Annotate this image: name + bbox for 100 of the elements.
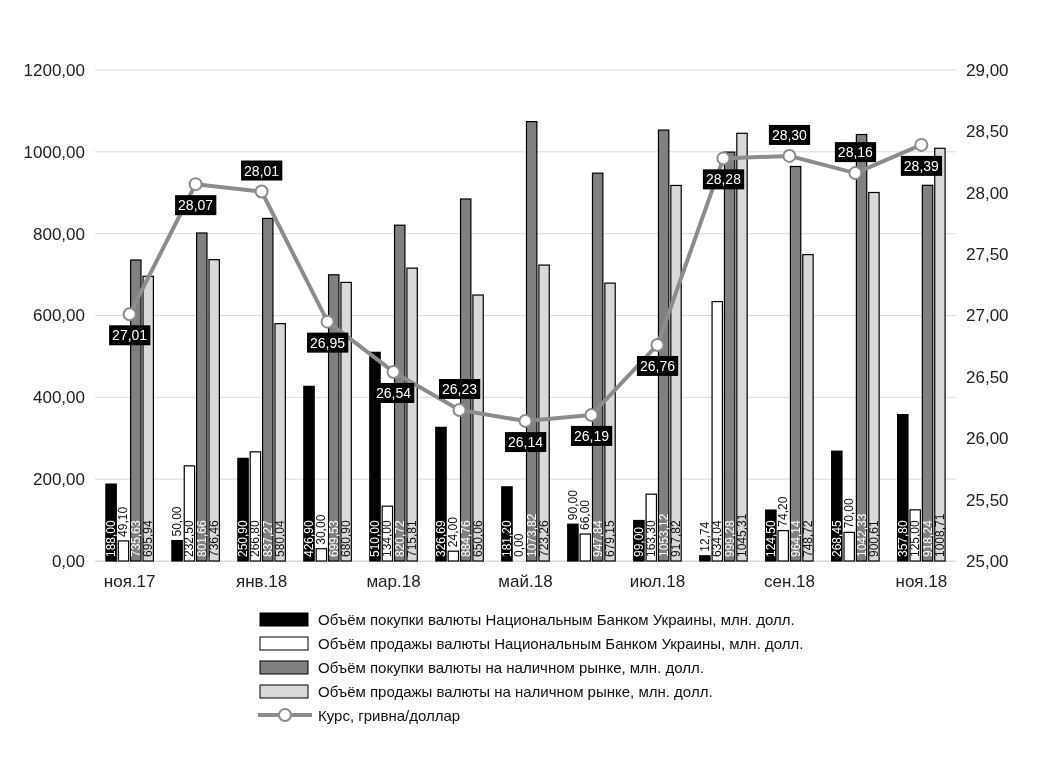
data-label: 801,66: [194, 519, 209, 557]
data-label: 28,28: [705, 171, 742, 188]
y-tick-label: 400,00: [33, 388, 85, 408]
data-label: 634,04: [710, 519, 725, 557]
data-label: 26,54: [376, 384, 412, 401]
data-label: 964,14: [788, 519, 803, 557]
data-label: 28,01: [244, 162, 280, 179]
x-tick-label: мар.18: [366, 572, 421, 592]
data-label: 1045,31: [734, 513, 749, 557]
x-tick-label: янв.18: [235, 572, 288, 592]
legend-label: Объём продажы валюты Национальным Банком Украины, млн. долл.: [318, 635, 804, 652]
data-label: 12,74: [697, 521, 712, 552]
data-label: 947,84: [590, 519, 605, 557]
data-label: 134,00: [380, 519, 395, 557]
data-label: 26,19: [573, 427, 610, 444]
data-label: 28,30: [771, 126, 808, 143]
data-label: 679,15: [603, 519, 618, 557]
data-label: 74,20: [776, 496, 791, 527]
y2-tick-label: 26,50: [966, 367, 1009, 387]
data-label: 723,26: [537, 519, 552, 557]
y2-tick-label: 26,00: [966, 429, 1009, 449]
point: [914, 137, 929, 152]
data-label: 695,94: [141, 519, 156, 557]
data-label: 70,00: [842, 498, 857, 529]
point: [122, 307, 137, 322]
legend-label: Курс, гривна/доллар: [318, 707, 461, 724]
x-tick-label: июл.18: [629, 572, 686, 592]
x-tick-label: май.18: [498, 572, 553, 592]
legend-label: Объём покупки валюты Национальным Банком Украины, млн. долл.: [318, 611, 795, 628]
data-label: 736,46: [207, 519, 222, 557]
data-label: 90,00: [565, 489, 580, 521]
point: [320, 314, 335, 329]
data-label: 49,10: [116, 506, 131, 537]
data-label: 735,63: [128, 519, 143, 557]
y-tick-label: 1200,00: [23, 60, 85, 80]
point: [782, 148, 797, 163]
data-label: 125,00: [908, 519, 923, 557]
data-label: 715,81: [405, 519, 420, 557]
data-label: 28,39: [903, 157, 940, 174]
data-label: 30,00: [314, 514, 329, 545]
x-tick-label: ноя.17: [103, 572, 156, 592]
y-tick-label: 800,00: [33, 224, 85, 244]
data-label: 232,50: [182, 519, 197, 557]
data-label: 26,76: [639, 357, 676, 374]
y2-tick-label: 28,00: [966, 183, 1009, 203]
data-label: 163,30: [644, 519, 659, 557]
data-label: 1053,12: [656, 513, 671, 557]
data-label: 510,00: [367, 519, 382, 557]
data-label: 0,00: [512, 533, 527, 557]
data-label: 27,01: [112, 327, 148, 344]
y2-tick-label: 25,50: [966, 490, 1009, 510]
data-label: 266,80: [248, 519, 263, 557]
y-tick-label: 1000,00: [23, 142, 85, 162]
data-label: 26,14: [507, 434, 544, 451]
y2-tick-label: 28,50: [966, 122, 1009, 142]
x-tick-label: сен.18: [763, 572, 815, 592]
data-label: 1073,82: [524, 513, 539, 557]
data-label: 50,00: [170, 506, 185, 537]
data-label: 99,00: [631, 526, 646, 557]
y2-tick-label: 29,00: [966, 60, 1009, 80]
point: [716, 151, 731, 166]
data-label: 884,76: [458, 519, 473, 557]
y2-tick-label: 27,50: [966, 245, 1009, 265]
data-label: 426,90: [302, 519, 317, 557]
point: [518, 414, 533, 429]
data-label: 1042,33: [854, 513, 869, 557]
point: [386, 364, 401, 379]
data-label: 748,72: [800, 519, 815, 557]
y2-tick-label: 25,00: [966, 551, 1009, 571]
data-label: 917,82: [669, 519, 684, 557]
data-label: 24,00: [446, 516, 461, 548]
data-label: 580,04: [273, 519, 288, 557]
data-label: 26,23: [442, 381, 478, 398]
x-tick-label: ноя.18: [895, 572, 948, 592]
data-label: 999,28: [722, 519, 737, 557]
point: [584, 407, 599, 422]
data-label: 188,00: [104, 519, 119, 557]
legend-label: Объём покупки валюты на наличном рынке, млн. долл.: [318, 659, 704, 676]
data-label: 1008,71: [932, 513, 947, 557]
data-label: 124,50: [763, 519, 778, 557]
y-tick-label: 200,00: [33, 470, 85, 490]
data-label: 680,90: [339, 519, 354, 557]
data-label: 66,00: [578, 499, 593, 530]
data-label: 28,16: [837, 144, 874, 161]
data-label: 820,72: [392, 519, 407, 557]
data-label: 268,45: [829, 519, 844, 557]
point: [254, 184, 269, 199]
data-label: 26,95: [310, 334, 346, 351]
data-label: 28,07: [178, 197, 214, 214]
data-label: 837,27: [260, 519, 275, 557]
y-tick-label: 600,00: [33, 306, 85, 326]
legend-label: Объём продажы валюты на наличном рынке, млн. долл.: [318, 683, 713, 700]
point: [848, 166, 863, 181]
y2-tick-label: 27,00: [966, 306, 1009, 326]
data-label: 357,80: [895, 519, 910, 557]
point: [452, 403, 467, 418]
point: [188, 177, 203, 192]
data-label: 326,69: [433, 519, 448, 557]
data-label: 918,24: [920, 519, 935, 557]
data-label: 900,61: [866, 519, 881, 557]
